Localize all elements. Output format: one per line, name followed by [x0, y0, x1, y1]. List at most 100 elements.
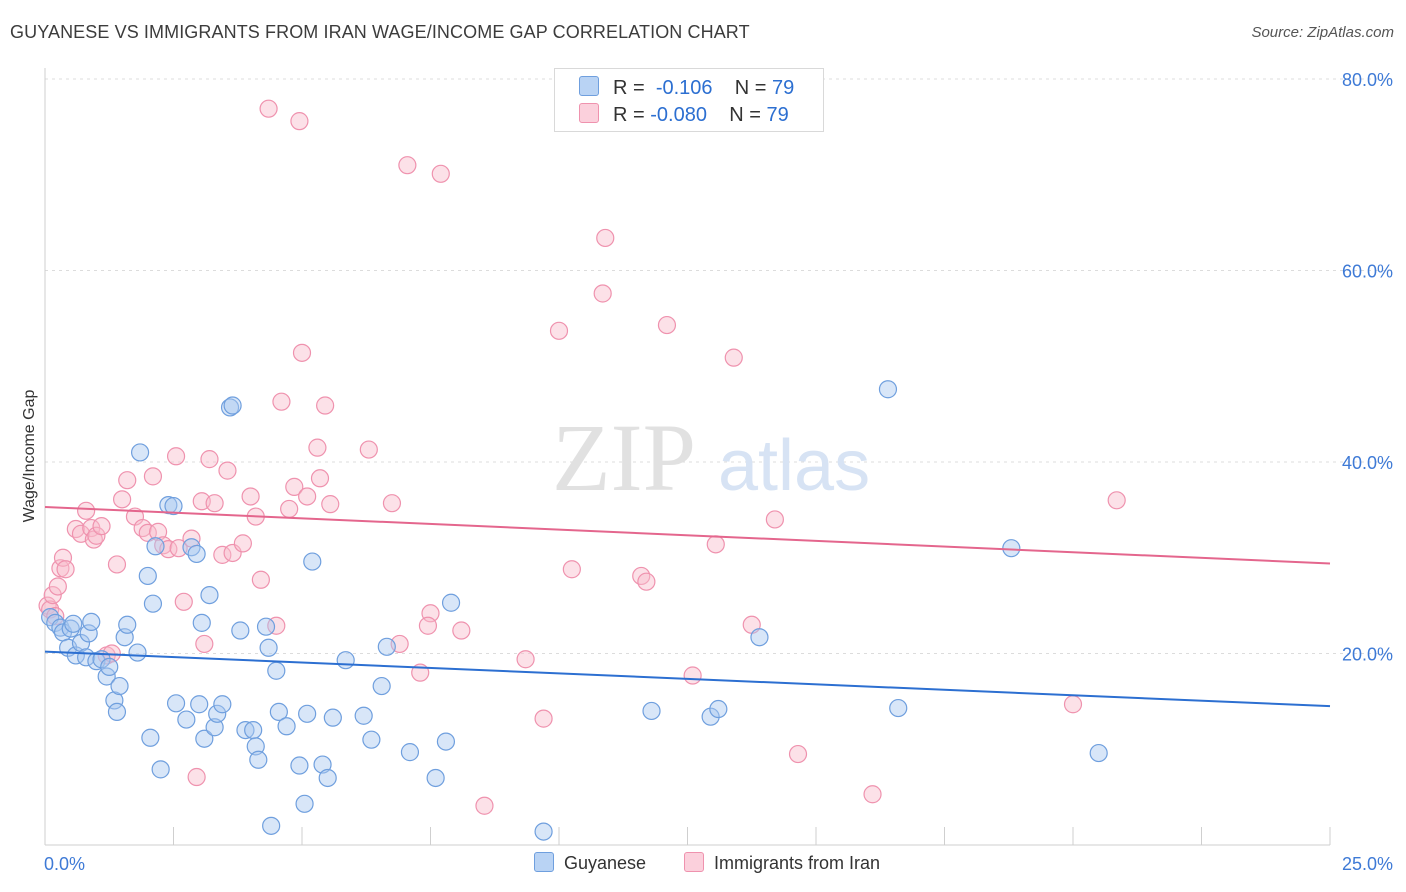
guyanese-point — [130, 443, 150, 462]
watermark-zip: ZIP — [552, 404, 696, 511]
guyanese-point — [295, 794, 314, 813]
guyanese-point — [701, 707, 720, 726]
stats-legend: R = -0.106 N = 79 R = -0.080 N = 79 — [554, 68, 824, 132]
iran-point — [562, 560, 581, 579]
guyanese-point — [100, 657, 119, 677]
y-axis-label: Wage/Income Gap — [21, 390, 38, 523]
iran-point — [657, 315, 677, 335]
guyanese-point — [190, 695, 209, 714]
iran-point — [259, 99, 278, 118]
guyanese-point — [177, 710, 196, 729]
guyanese-point — [354, 706, 373, 725]
iran-point — [143, 467, 163, 486]
iran-point — [549, 321, 569, 340]
legend-row-guyanese: R = -0.106 N = 79 — [579, 76, 794, 100]
tick-labels: 20.0% 40.0% 60.0% 80.0% 0.0% 25.0% — [44, 70, 1393, 874]
guyanese-point — [71, 633, 91, 653]
legend-swatch-blue — [579, 76, 599, 96]
guyanese-point — [118, 615, 137, 634]
guyanese-point — [246, 737, 265, 756]
iran-point — [233, 534, 252, 553]
guyanese-point — [110, 676, 129, 696]
iran-point — [683, 666, 702, 685]
watermark-atlas: atlas — [718, 426, 870, 506]
n-label: N = — [734, 77, 767, 99]
y-tick-label: 80.0% — [1342, 70, 1393, 90]
r-label: R = — [613, 77, 645, 99]
series-guyanese-points — [41, 380, 1108, 841]
guyanese-trend-line — [44, 650, 1331, 708]
guyanese-point — [64, 614, 83, 633]
iran-point — [418, 616, 438, 635]
y-tick-label: 60.0% — [1342, 262, 1393, 282]
guyanese-point — [61, 619, 80, 638]
series-iran-points — [38, 99, 1126, 815]
legend-item-guyanese: Guyanese — [534, 852, 646, 874]
guyanese-point — [166, 694, 186, 713]
iran-point — [187, 767, 206, 787]
guyanese-point — [143, 594, 163, 613]
guyanese-point — [269, 702, 288, 722]
guyanese-point — [105, 691, 124, 710]
iran-point — [166, 447, 186, 466]
iran-point — [452, 621, 471, 640]
iran-point — [169, 539, 188, 558]
iran-point — [724, 348, 743, 367]
iran-point — [298, 487, 317, 506]
guyanese-point — [372, 676, 391, 696]
guyanese-point — [146, 537, 165, 556]
guyanese-point — [267, 661, 286, 680]
axes — [44, 68, 1331, 846]
iran-point — [77, 501, 96, 520]
iran-point — [398, 156, 417, 175]
guyanese-point — [107, 702, 127, 722]
guyanese-point — [164, 496, 183, 516]
guyanese-point — [220, 398, 240, 417]
iran-point — [292, 343, 312, 362]
iran-point — [516, 650, 535, 669]
guyanese-point — [336, 651, 355, 670]
iran-point — [431, 164, 450, 183]
iran-point — [863, 785, 882, 804]
iran-point — [475, 796, 494, 815]
iran-point — [1107, 491, 1126, 510]
guyanese-point — [187, 544, 206, 564]
guyanese-point — [151, 760, 170, 779]
guyanese-point — [236, 720, 255, 740]
iran-point — [285, 477, 304, 496]
n-value-guyanese: 79 — [772, 77, 795, 99]
guyanese-point — [298, 704, 317, 723]
legend-swatch-blue — [534, 852, 554, 872]
legend-label-guyanese: Guyanese — [564, 853, 647, 873]
y-tick-label: 20.0% — [1342, 645, 1393, 665]
guyanese-point — [889, 698, 908, 718]
guyanese-point — [192, 613, 211, 632]
guyanese-point — [195, 729, 214, 748]
iran-point — [174, 592, 193, 611]
iran-point — [308, 438, 327, 457]
iran-point — [195, 634, 214, 654]
guyanese-point — [750, 628, 769, 647]
legend-label-iran: Immigrants from Iran — [714, 853, 881, 873]
legend-swatch-pink — [684, 852, 704, 872]
iran-point — [280, 499, 299, 519]
guyanese-point — [159, 495, 178, 515]
iran-point — [205, 494, 224, 513]
guyanese-point — [362, 730, 381, 749]
guyanese-point — [138, 566, 157, 586]
guyanese-point — [1089, 743, 1108, 763]
iran-point — [241, 487, 260, 506]
iran-point — [310, 469, 330, 488]
guyanese-point — [426, 768, 445, 788]
iran-point — [118, 471, 137, 490]
guyanese-point — [303, 552, 322, 571]
guyanese-point — [249, 750, 268, 769]
guyanese-point — [277, 717, 296, 736]
guyanese-point — [441, 593, 461, 612]
iran-point — [107, 555, 127, 574]
n-label: N = — [729, 104, 761, 126]
iran-point — [218, 461, 237, 480]
iran-point — [200, 450, 219, 469]
guyanese-point — [323, 708, 342, 727]
